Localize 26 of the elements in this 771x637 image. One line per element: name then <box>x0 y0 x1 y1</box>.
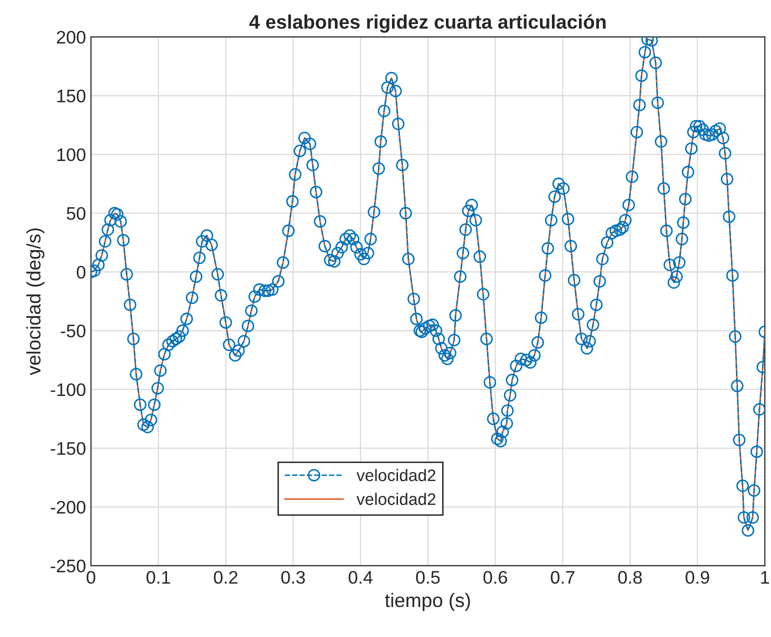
x-tick-label: 0.4 <box>348 570 373 584</box>
legend-label: velocidad2 <box>356 492 436 506</box>
x-tick-label: 0.7 <box>550 570 574 584</box>
y-tick-label: -150 <box>50 442 86 455</box>
y-tick-label: 100 <box>57 148 86 162</box>
x-tick-label: 0.1 <box>146 570 170 584</box>
y-tick-label: -50 <box>60 324 86 338</box>
y-tick-label: 50 <box>66 207 86 220</box>
y-tick-label: 200 <box>56 30 86 44</box>
legend-label: velocidad2 <box>356 468 436 482</box>
y-axis-title: velocidad (deg/s) <box>26 228 44 376</box>
x-tick-label: 0.6 <box>483 570 508 584</box>
y-tick-label: -250 <box>50 560 86 572</box>
y-tick-label: 0 <box>76 266 86 279</box>
x-tick-label: 0.2 <box>214 570 238 584</box>
y-tick-label: -200 <box>50 500 86 514</box>
x-tick-label: 0.5 <box>416 570 440 584</box>
x-axis-title: tiempo (s) <box>384 592 470 612</box>
y-tick-label: 150 <box>57 90 86 102</box>
x-tick-label: 0 <box>86 570 96 584</box>
x-tick-label: 0.8 <box>618 570 642 584</box>
x-tick-label: 0.9 <box>686 570 710 584</box>
y-tick-label: -100 <box>50 383 86 396</box>
x-tick-label: 0.3 <box>281 570 305 584</box>
chart-title: 4 eslabones rigidez cuarta articulación <box>249 14 606 33</box>
x-tick-label: 1 <box>761 571 769 584</box>
